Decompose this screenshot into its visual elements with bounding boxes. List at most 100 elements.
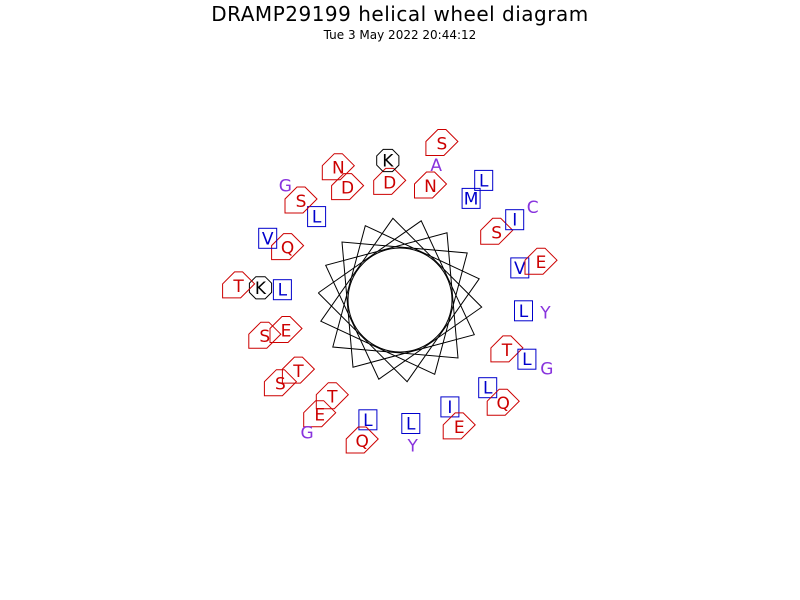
residue-9: D: [373, 167, 407, 195]
hydrophobic-square-shape: [474, 169, 494, 191]
residue-label: K: [382, 152, 394, 172]
residue-label: L: [278, 281, 288, 301]
residue-30: V: [258, 227, 278, 249]
residue-29: Q: [345, 426, 379, 454]
hydrophobic-square-shape: [505, 209, 525, 231]
polar-pentagon-shape: [345, 426, 379, 454]
residue-label: E: [454, 418, 465, 438]
residue-4: T: [315, 382, 350, 410]
residue-26: S: [248, 321, 282, 349]
residue-36: Y: [407, 436, 419, 456]
residue-15: T: [281, 356, 316, 384]
hydrophobic-square-shape: [258, 227, 278, 249]
residue-11: L: [358, 409, 378, 431]
residue-16: D: [331, 173, 365, 201]
residue-label: T: [501, 341, 513, 361]
residue-label: L: [479, 171, 489, 191]
basic-octagon-shape: [248, 276, 273, 300]
residue-2: N: [414, 171, 448, 199]
polar-pentagon-shape: [303, 400, 337, 428]
residue-label: G: [279, 176, 292, 196]
hydrophobic-square-shape: [510, 257, 530, 279]
polar-pentagon-shape: [331, 173, 365, 201]
residue-label: Y: [407, 436, 419, 456]
diagram-timestamp: Tue 3 May 2022 20:44:12: [323, 28, 477, 42]
polar-pentagon-shape: [222, 271, 256, 299]
residue-label: E: [281, 322, 292, 342]
polar-pentagon-shape: [373, 167, 407, 195]
residue-label: L: [406, 415, 416, 435]
residue-label: S: [491, 223, 502, 243]
residue-label: L: [522, 350, 532, 370]
residue-35: E: [524, 247, 558, 275]
residue-42: C: [527, 198, 539, 218]
hydrophobic-square-shape: [401, 413, 421, 434]
residue-label: A: [430, 156, 442, 176]
residue-18: L: [401, 413, 421, 435]
residue-label: M: [464, 189, 479, 209]
residue-label: L: [519, 302, 529, 322]
residue-6: S: [480, 217, 514, 245]
residue-22: E: [303, 400, 337, 428]
hydrophobic-square-shape: [358, 409, 378, 431]
residue-label: I: [447, 398, 452, 418]
residue-19: K: [248, 276, 273, 300]
polar-pentagon-shape: [269, 316, 303, 343]
hydrophobic-square-shape: [514, 300, 533, 322]
residue-5: L: [307, 206, 327, 228]
residue-17: V: [510, 257, 530, 279]
residue-40: G: [301, 424, 314, 444]
hydrophobic-square-shape: [272, 279, 292, 301]
residue-37: T: [222, 271, 256, 299]
residue-14: L: [478, 377, 498, 399]
residue-label: Y: [539, 304, 551, 324]
residue-34: N: [321, 153, 356, 181]
polar-pentagon-shape: [442, 412, 476, 440]
hydrophobic-square-shape: [478, 377, 498, 399]
polar-pentagon-shape: [425, 129, 459, 156]
residue-label: N: [332, 159, 345, 179]
residue-label: S: [296, 192, 307, 212]
wheel-core-circle: [347, 247, 453, 353]
residue-label: D: [383, 173, 396, 193]
residue-label: Q: [497, 394, 510, 414]
residue-label: T: [326, 388, 338, 408]
residue-38: S: [425, 129, 459, 156]
residue-label: T: [232, 277, 244, 297]
residue-7: I: [440, 396, 460, 418]
residue-label: V: [262, 229, 274, 249]
residue-label: C: [527, 198, 539, 218]
wheel-backbone: [317, 217, 483, 383]
residue-label: E: [536, 253, 547, 273]
residue-label: G: [301, 424, 314, 444]
residue-label: T: [292, 362, 304, 382]
residue-23: S: [284, 186, 318, 214]
basic-octagon-shape: [376, 148, 400, 173]
residue-3: T: [490, 335, 524, 363]
residue-label: S: [275, 375, 286, 395]
residue-label: S: [437, 135, 448, 155]
residue-31: L: [474, 169, 494, 191]
polar-pentagon-shape: [263, 369, 298, 397]
diagram-title: DRAMP29199 helical wheel diagram: [211, 2, 589, 26]
hydrophobic-square-shape: [440, 396, 460, 418]
polar-pentagon-shape: [248, 321, 282, 349]
residue-25: E: [442, 412, 476, 440]
residue-label: Q: [356, 432, 369, 452]
polar-pentagon-shape: [486, 388, 520, 416]
residue-24: I: [505, 209, 525, 231]
residue-39: G: [540, 360, 553, 380]
residue-label: S: [259, 327, 270, 347]
residue-20: A: [430, 156, 442, 176]
residue-8: E: [269, 316, 303, 343]
hydrophobic-square-shape: [307, 206, 327, 228]
residue-label: L: [312, 208, 322, 228]
residue-41: G: [279, 176, 292, 196]
polar-pentagon-shape: [490, 335, 524, 363]
hydrophobic-square-shape: [461, 187, 481, 209]
polar-pentagon-shape: [281, 356, 316, 384]
residue-21: L: [517, 348, 537, 370]
residue-label: D: [341, 179, 354, 199]
residue-27: K: [376, 148, 400, 173]
